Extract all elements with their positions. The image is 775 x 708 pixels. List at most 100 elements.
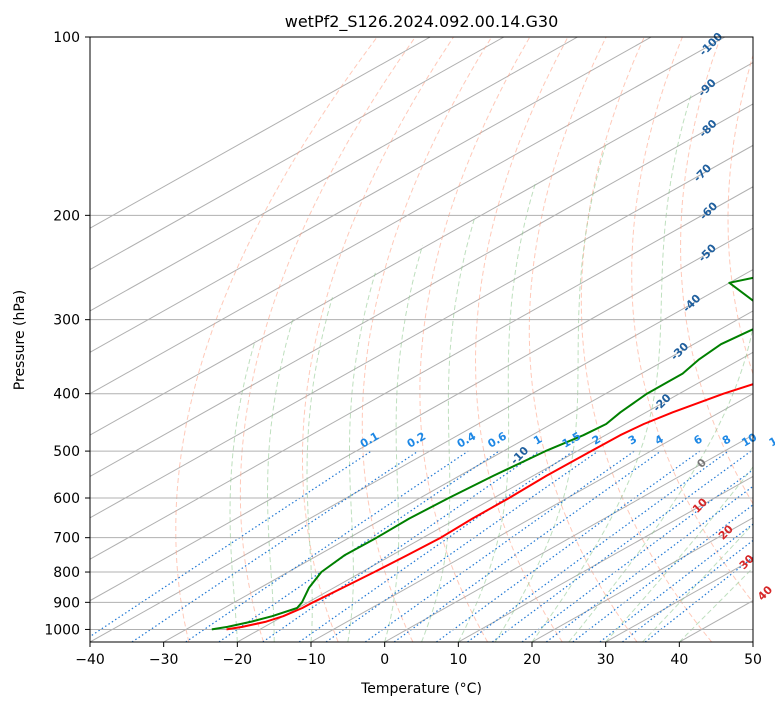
x-tick-label: −20 [223, 652, 253, 668]
moist-adiabat-line [678, 567, 753, 642]
isotherm-line [90, 144, 753, 519]
y-tick-label: 200 [53, 208, 80, 224]
mixing-ratio-line [622, 539, 753, 642]
isotherm-label: -70 [691, 161, 714, 184]
isotherm-label: -90 [695, 76, 718, 99]
mixing-ratio-line [131, 450, 419, 642]
x-tick-label: 50 [744, 652, 762, 668]
isotherm-line [90, 186, 753, 560]
isotherm-line [752, 641, 753, 642]
moist-adiabat-line [531, 94, 692, 642]
y-tick-label: 900 [53, 595, 80, 611]
mixing-ratio-line [491, 450, 752, 642]
mixing-ratio-label: 13 [767, 431, 775, 450]
mixing-ratio-line [298, 450, 574, 642]
isobar-grid [90, 37, 753, 630]
y-tick-label: 300 [53, 313, 80, 329]
mixing-ratio-line [325, 450, 599, 642]
isotherm-label: -100 [697, 30, 726, 59]
isotherm-line [458, 475, 753, 642]
isotherm-line [90, 62, 753, 436]
y-axis-title: Pressure (hPa) [12, 290, 28, 390]
y-tick-label: 500 [53, 444, 80, 460]
isotherm-line [384, 434, 753, 642]
background-lines [90, 37, 753, 642]
dry-adiabat-line [528, 37, 638, 642]
x-axis-title: Temperature (°C) [360, 681, 482, 697]
y-tick-label: 700 [53, 531, 80, 547]
moist-adiabat-line [306, 297, 333, 642]
isotherm-line [310, 393, 753, 642]
isotherm-label: -60 [697, 199, 720, 222]
isotherm-label: -30 [668, 340, 691, 363]
x-tick-label: 10 [449, 652, 467, 668]
dry-adiabat-line [727, 53, 753, 376]
dry-adiabat-line [361, 37, 493, 642]
mixing-ratio-line [599, 523, 753, 642]
y-tick-label: 100 [53, 30, 80, 46]
mixing-ratio-line [644, 556, 753, 642]
mixing-ratio-label: 4 [653, 432, 666, 447]
mixing-ratio-label: 10 [739, 430, 759, 449]
dry-adiabat-line [302, 37, 454, 642]
moist-adiabat-line [568, 324, 753, 642]
mixing-ratio-line [262, 450, 540, 642]
moist-adiabat-line [457, 180, 537, 642]
isotherm-line [90, 103, 753, 478]
mixing-ratio-label: 0.1 [358, 430, 381, 451]
isotherm-line [605, 558, 753, 642]
x-tick-label: 20 [523, 652, 541, 668]
isotherm-label: 40 [755, 583, 775, 603]
isotherm-label: -80 [696, 117, 719, 140]
mixing-ratio-label: 6 [691, 432, 704, 447]
temperature-profile-line [226, 383, 753, 631]
mixing-ratio-line [90, 450, 372, 638]
mixing-ratio-label: 0.6 [486, 429, 510, 450]
mixing-ratio-line [572, 504, 753, 642]
isotherm-label: -50 [696, 241, 719, 264]
dry-adiabat-line [175, 37, 378, 642]
sounding-profiles [211, 276, 753, 631]
x-tick-label: −30 [149, 652, 179, 668]
dry-adiabat-line [474, 37, 569, 642]
mixing-ratio-label: 3 [626, 433, 639, 448]
chart-title: wetPf2_S126.2024.092.00.14.G30 [285, 12, 559, 32]
isotherm-line [90, 37, 578, 312]
dry-adiabat-line [631, 37, 753, 604]
moist-adiabat-line [347, 272, 376, 642]
isotherm-label: 30 [737, 552, 757, 572]
isotherm-line [90, 268, 753, 642]
moist-adiabat-line [267, 319, 294, 642]
y-tick-label: 800 [53, 565, 80, 581]
y-axis: 100 200 300 400 500 600 700 800 900 1000 [44, 30, 90, 638]
isotherm-line [90, 37, 652, 353]
moist-adiabat-line [605, 466, 753, 642]
x-tick-label: 0 [380, 652, 389, 668]
x-tick-label: −10 [296, 652, 326, 668]
isotherm-line [163, 310, 753, 642]
x-axis: −40 −30 −20 −10 0 10 20 30 40 50 [75, 642, 762, 668]
x-tick-label: 40 [670, 652, 688, 668]
moist-adiabat-line [421, 215, 476, 642]
isotherm-line [90, 37, 431, 229]
isotherm-label: 0 [694, 456, 709, 471]
isotherm-line [90, 227, 753, 602]
moist-adiabat-line [384, 245, 423, 642]
isotherm-line [237, 351, 753, 642]
mixing-ratio-line [521, 469, 753, 642]
isotherm-line [90, 37, 726, 395]
dewpoint-profile-line [211, 276, 753, 631]
x-tick-label: 30 [597, 652, 615, 668]
isotherm-label: -10 [508, 444, 531, 467]
isotherm-label: -20 [650, 391, 673, 414]
dry-adiabat-line [419, 37, 531, 642]
y-tick-label: 600 [53, 491, 80, 507]
dry-adiabat-line [239, 37, 416, 642]
mixing-ratio-line [436, 450, 701, 642]
dry-adiabat-line [680, 37, 753, 505]
mixing-ratio-label: 0.2 [405, 430, 428, 451]
y-tick-label: 1000 [44, 622, 80, 638]
y-tick-label: 400 [53, 387, 80, 403]
mixing-ratio-label: 0.4 [455, 429, 479, 450]
